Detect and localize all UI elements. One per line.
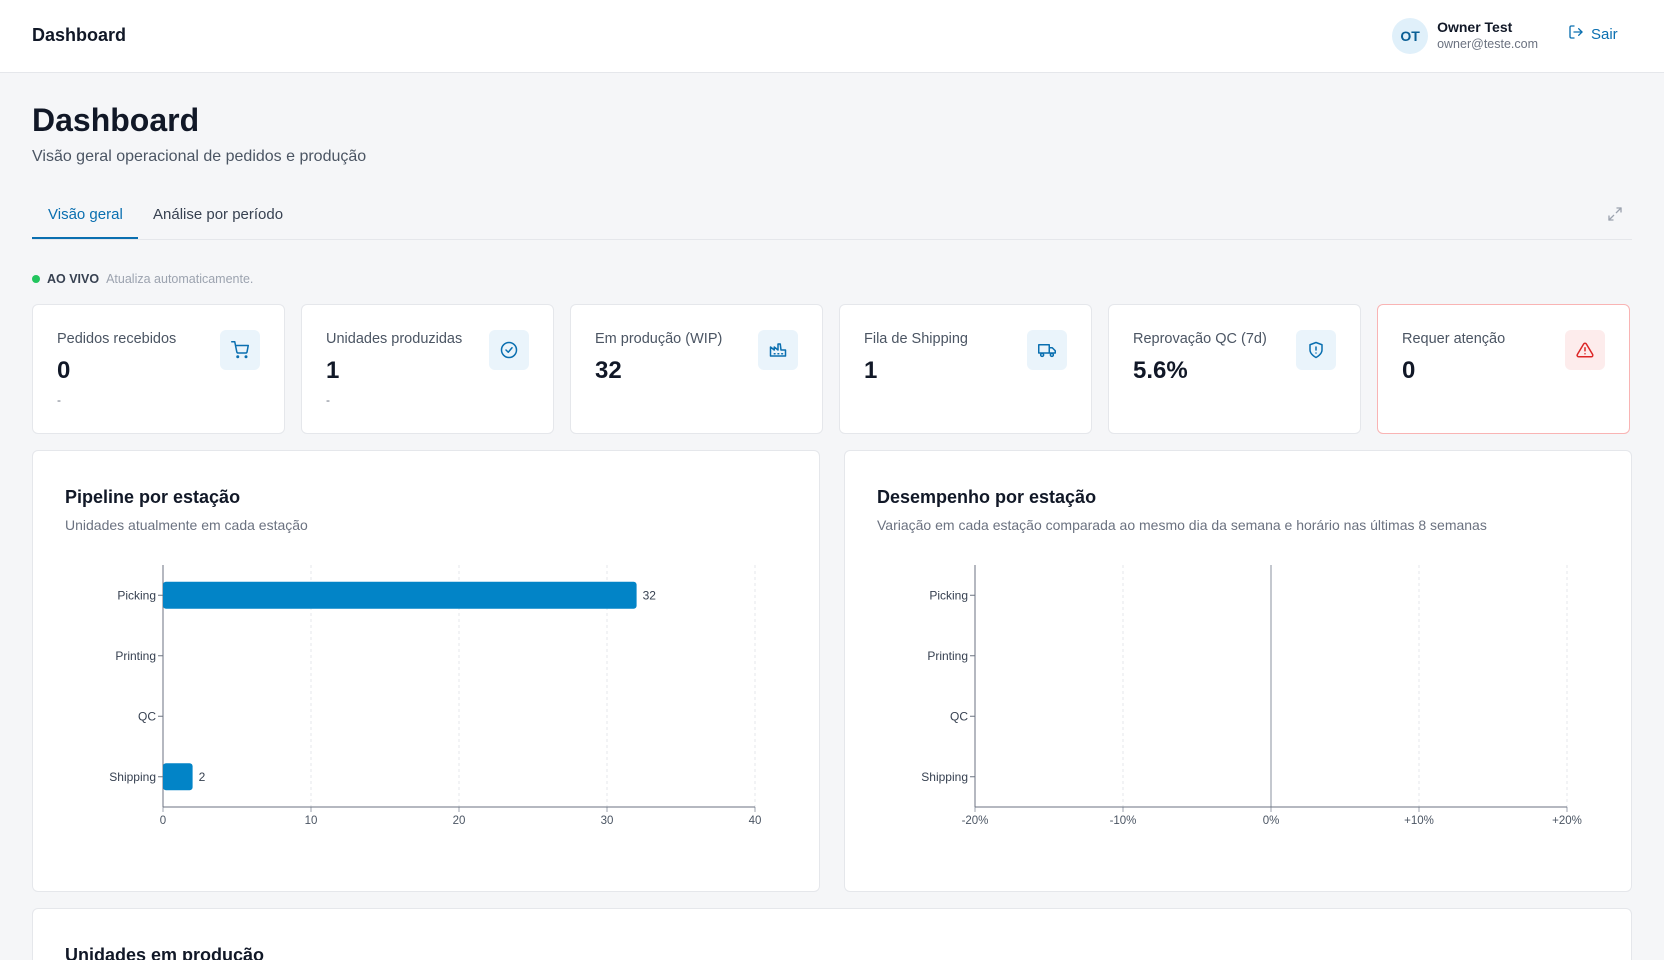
- expand-icon: [1607, 206, 1623, 227]
- panel-title: Pipeline por estação: [65, 487, 241, 507]
- data-label: 2: [199, 770, 206, 784]
- logout-icon: [1568, 24, 1584, 44]
- user-info: Owner Test owner@teste.com: [1437, 19, 1538, 53]
- user-name: Owner Test: [1437, 19, 1513, 35]
- truck-icon: [1027, 330, 1067, 370]
- shield-alert-icon: [1296, 330, 1336, 370]
- kpi-value: 1: [326, 357, 340, 384]
- x-tick-label: +10%: [1404, 815, 1434, 827]
- check-circle-icon: [489, 330, 529, 370]
- kpi-card-qc-rejection[interactable]: Reprovação QC (7d) 5.6%: [1108, 304, 1361, 434]
- logout-button[interactable]: Sair: [1568, 24, 1618, 44]
- panel-title: Desempenho por estação: [877, 487, 1097, 507]
- panel-subtitle: Variação em cada estação comparada ao me…: [877, 517, 1487, 533]
- kpi-subtext: -: [326, 393, 330, 407]
- live-indicator: AO VIVO Atualiza automaticamente.: [32, 272, 253, 286]
- fullscreen-button[interactable]: [1604, 205, 1626, 227]
- bar: [163, 581, 637, 609]
- user-menu[interactable]: OT Owner Test owner@teste.com: [1392, 18, 1538, 54]
- performance-panel: Desempenho por estação Variação em cada …: [844, 450, 1632, 892]
- kpi-card-units-produced[interactable]: Unidades produzidas 1 -: [301, 304, 554, 434]
- x-tick-label: 0: [160, 815, 166, 827]
- active-tab-indicator: [32, 237, 138, 239]
- live-note: Atualiza automaticamente.: [106, 272, 254, 286]
- y-tick-label: QC: [138, 709, 156, 723]
- x-tick-label: 40: [749, 815, 762, 827]
- y-tick-label: Picking: [117, 588, 156, 602]
- kpi-value: 1: [864, 357, 878, 384]
- tab-period-analysis[interactable]: Análise por período: [153, 206, 284, 223]
- y-tick-label: Printing: [115, 649, 156, 663]
- factory-icon: [758, 330, 798, 370]
- y-tick-label: Printing: [927, 649, 968, 663]
- kpi-card-wip[interactable]: Em produção (WIP) 32: [570, 304, 823, 434]
- performance-chart: -20% -10% 0% +10% +20% Picking Printing QC Shipp…: [921, 565, 1582, 827]
- x-tick-label: 20: [453, 815, 466, 827]
- pipeline-panel: Pipeline por estação Unidades atualmente…: [32, 450, 820, 892]
- page-title: Dashboard: [32, 102, 200, 138]
- kpi-card-needs-attention[interactable]: Requer atenção 0: [1377, 304, 1630, 434]
- panel-title: Unidades em produção: [65, 945, 265, 960]
- avatar[interactable]: OT: [1392, 18, 1429, 54]
- y-tick-label: QC: [950, 709, 968, 723]
- x-tick-label: -10%: [1110, 815, 1137, 827]
- data-label: 32: [643, 588, 657, 602]
- user-email: owner@teste.com: [1437, 37, 1538, 51]
- y-tick-label: Picking: [929, 588, 968, 602]
- x-tick-label: -20%: [962, 815, 989, 827]
- tab-overview[interactable]: Visão geral: [48, 206, 123, 223]
- kpi-value: 0: [57, 357, 71, 384]
- x-tick-label: +20%: [1552, 815, 1582, 827]
- top-bar: Dashboard OT Owner Test owner@teste.com …: [0, 0, 1664, 73]
- x-tick-label: 30: [601, 815, 614, 827]
- tab-bar: Visão geral Análise por período: [32, 196, 1632, 240]
- live-label: AO VIVO: [47, 272, 100, 286]
- pipeline-chart: 0 10 20 30 40 Picking 32 Printing QC Shipping 2: [109, 565, 762, 827]
- live-dot: [32, 275, 40, 283]
- units-in-production-panel: Unidades em produção: [32, 908, 1632, 960]
- kpi-label: Em produção (WIP): [595, 331, 723, 347]
- kpi-label: Reprovação QC (7d): [1133, 331, 1267, 347]
- y-tick-label: Shipping: [109, 770, 156, 784]
- kpi-card-shipping-queue[interactable]: Fila de Shipping 1: [839, 304, 1092, 434]
- kpi-card-orders-received[interactable]: Pedidos recebidos 0 -: [32, 304, 285, 434]
- x-tick-label: 0%: [1263, 815, 1280, 827]
- kpi-subtext: -: [57, 393, 61, 407]
- cart-icon: [220, 330, 260, 370]
- kpi-label: Requer atenção: [1402, 331, 1506, 347]
- kpi-value: 5.6%: [1133, 357, 1188, 384]
- bar: [163, 763, 193, 791]
- kpi-label: Pedidos recebidos: [57, 331, 177, 347]
- kpi-label: Unidades produzidas: [326, 331, 463, 347]
- page-subtitle: Visão geral operacional de pedidos e pro…: [32, 148, 367, 165]
- panel-subtitle: Unidades atualmente em cada estação: [65, 517, 308, 533]
- app-title: Dashboard: [32, 25, 127, 45]
- y-tick-label: Shipping: [921, 770, 968, 784]
- kpi-value: 32: [595, 357, 622, 384]
- warning-triangle-icon: [1565, 330, 1605, 370]
- logout-label: Sair: [1591, 25, 1618, 43]
- kpi-value: 0: [1402, 357, 1416, 384]
- kpi-label: Fila de Shipping: [864, 331, 968, 347]
- x-tick-label: 10: [305, 815, 318, 827]
